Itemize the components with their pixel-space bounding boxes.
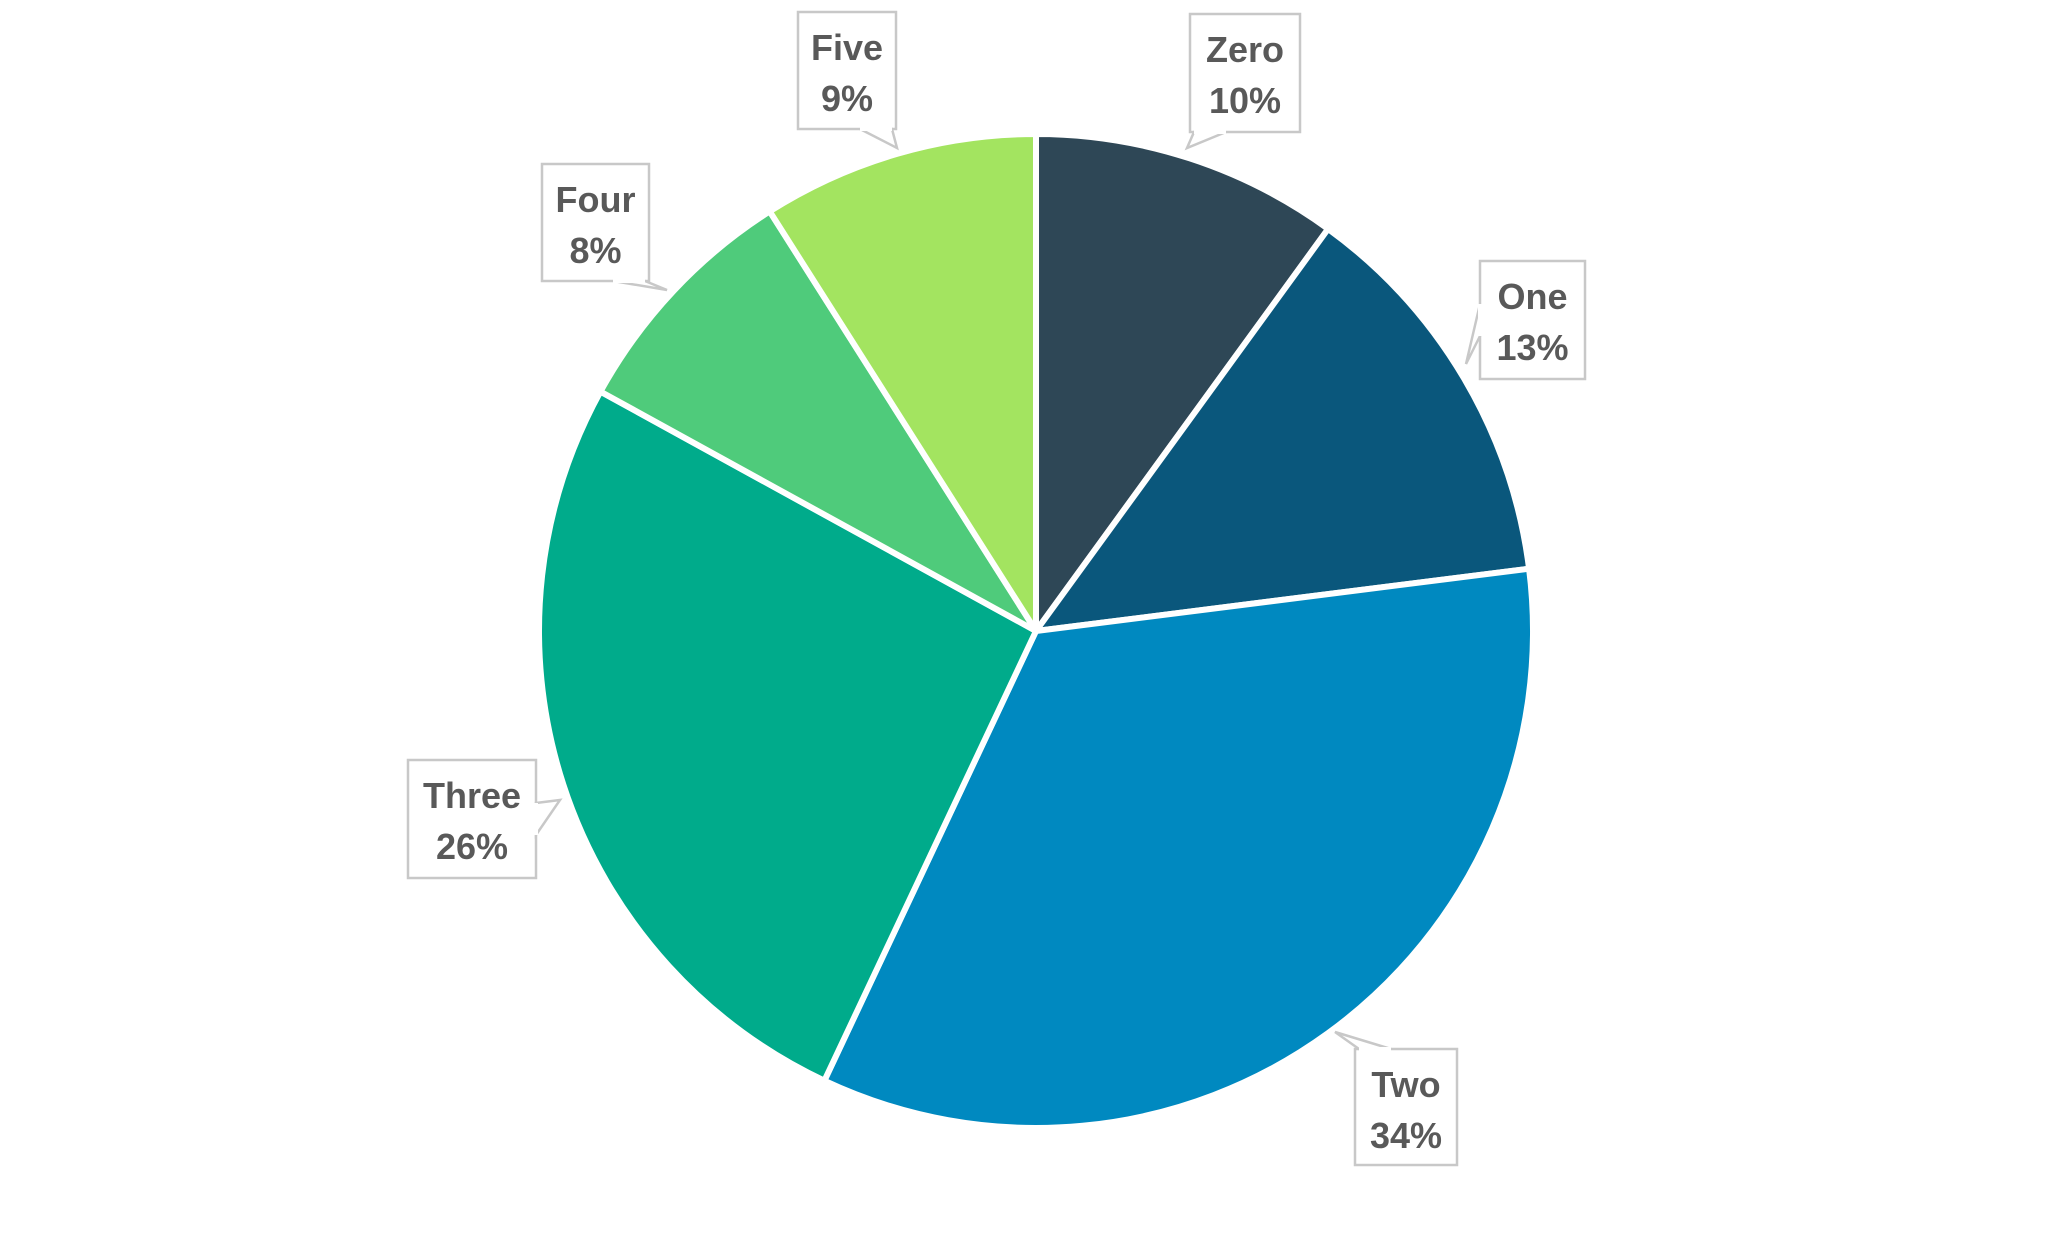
callout-pointer: [1464, 303, 1482, 365]
slice-label: Two: [1371, 1064, 1440, 1105]
pie-slice-one: [1033, 225, 1533, 634]
callout-four: Four 8%: [540, 162, 668, 292]
slice-label: Four: [556, 179, 636, 220]
callout-box: [406, 758, 538, 880]
pie-slice-four: [597, 208, 1039, 634]
slice-label: Five: [811, 27, 883, 68]
callout-pointer: [859, 127, 899, 151]
callout-box: [796, 10, 898, 131]
pie-slice-zero: [1033, 131, 1332, 634]
labels-layer: Zero 10% One 13% Two 34% Three 26% Four 8% Five 9%: [406, 10, 1587, 1167]
callout-box: [1353, 1047, 1459, 1167]
callout-box: [1188, 12, 1302, 134]
slice-label: Zero: [1206, 29, 1284, 70]
pie-slice-five: [766, 131, 1039, 634]
callout-five: Five 9%: [796, 10, 899, 151]
callout-pointer: [1334, 1030, 1392, 1051]
slice-value-label: 26%: [436, 826, 508, 867]
slice-value-label: 13%: [1496, 327, 1568, 368]
callout-box: [540, 162, 651, 283]
callout-one: One 13%: [1464, 259, 1587, 381]
slice-value-label: 10%: [1209, 80, 1281, 121]
slice-value-label: 34%: [1370, 1115, 1442, 1156]
callout-pointer: [1184, 130, 1227, 151]
slice-label: Three: [423, 775, 521, 816]
slices-layer: [536, 131, 1536, 1131]
slice-value-label: 8%: [569, 230, 621, 271]
callout-three: Three 26%: [406, 758, 563, 880]
callout-zero: Zero 10%: [1184, 12, 1302, 151]
slice-label: One: [1497, 276, 1567, 317]
callout-two: Two 34%: [1334, 1030, 1459, 1167]
slice-value-label: 9%: [821, 78, 873, 119]
callout-pointer: [534, 798, 563, 840]
callout-box: [1478, 259, 1587, 381]
